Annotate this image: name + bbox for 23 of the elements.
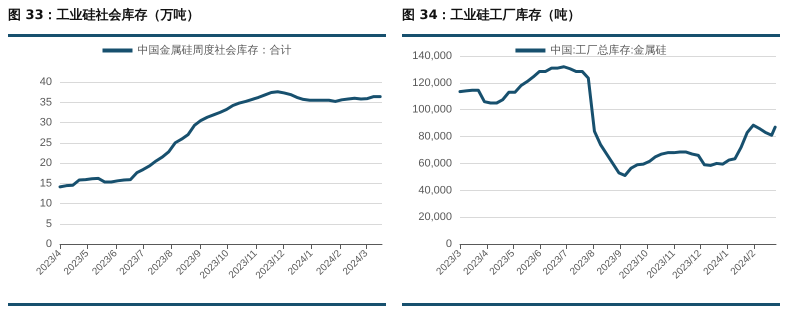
chart-title: 图 34：工业硅工厂库存（吨） bbox=[402, 6, 581, 24]
y-tick-label: 80,000 bbox=[418, 130, 452, 143]
y-tick-label: 0 bbox=[46, 238, 52, 250]
line-series bbox=[458, 65, 777, 178]
y-tick-label: 40 bbox=[40, 76, 52, 88]
y-tick-label: 15 bbox=[40, 177, 52, 190]
y-tick-label: 40,000 bbox=[418, 184, 452, 196]
legend-label: 中国金属硅周度社会库存：合计 bbox=[138, 44, 292, 56]
y-tick-label: 5 bbox=[46, 218, 52, 230]
y-tick-label: 140,000 bbox=[412, 50, 452, 62]
y-tick-label: 0 bbox=[446, 238, 452, 250]
y-tick-label: 120,000 bbox=[412, 76, 452, 89]
line-series bbox=[58, 90, 382, 188]
y-tick-label: 10 bbox=[40, 198, 52, 210]
y-tick-label: 35 bbox=[40, 96, 52, 108]
chart-title: 图 33：工业硅社会库存（万吨） bbox=[8, 6, 200, 24]
y-tick-label: 20 bbox=[40, 157, 52, 169]
y-tick-label: 60,000 bbox=[418, 157, 452, 170]
legend-label: 中国:工厂总库存:金属硅 bbox=[550, 44, 667, 56]
y-tick-label: 20,000 bbox=[418, 211, 452, 224]
y-tick-label: 30 bbox=[40, 116, 52, 128]
y-tick-label: 25 bbox=[40, 136, 52, 149]
y-tick-label: 100,000 bbox=[412, 104, 452, 116]
